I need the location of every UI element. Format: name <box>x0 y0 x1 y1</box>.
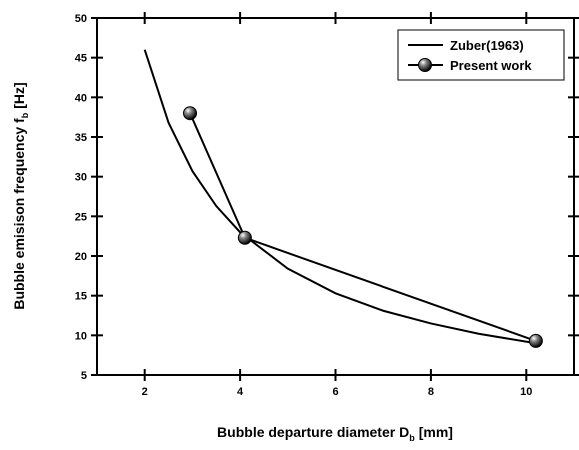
y-tick-label: 25 <box>75 211 87 223</box>
data-point <box>528 333 543 348</box>
series-line <box>143 49 537 345</box>
x-tick-label: 4 <box>237 386 244 398</box>
y-tick-label: 50 <box>75 13 87 25</box>
data-point <box>183 106 198 121</box>
y-tick-label: 20 <box>75 251 87 263</box>
y-tick-label: 35 <box>75 132 87 144</box>
x-axis-label: Bubble departure diameter Db [mm] <box>217 424 453 443</box>
x-label-unit: [mm] <box>419 424 453 440</box>
y-tick-label: 15 <box>75 291 87 303</box>
x-tick-label: 8 <box>428 386 434 398</box>
y-tick-label: 40 <box>75 92 87 104</box>
legend-marker <box>418 58 432 72</box>
x-tick-label: 2 <box>142 386 148 398</box>
x-tick-label: 6 <box>332 386 338 398</box>
x-label-main: Bubble departure diameter D <box>217 424 409 440</box>
x-label-sub: b <box>409 433 415 443</box>
x-tick-label: 10 <box>520 386 532 398</box>
data-point <box>237 230 252 245</box>
y-tick-label: 10 <box>75 330 87 342</box>
legend-label: Present work <box>450 58 532 73</box>
y-axis-label: Bubble emisison frequency fb [Hz] <box>11 82 30 309</box>
y-tick-label: 30 <box>75 172 87 184</box>
y-tick-label: 5 <box>81 370 87 382</box>
legend-label: Zuber(1963) <box>450 38 524 53</box>
y-tick-label: 45 <box>75 53 87 65</box>
y-label-sub: b <box>20 112 30 118</box>
y-label-main: Bubble emisison frequency f <box>11 118 27 310</box>
y-label-unit: [Hz] <box>11 82 27 108</box>
series-line <box>189 112 537 342</box>
